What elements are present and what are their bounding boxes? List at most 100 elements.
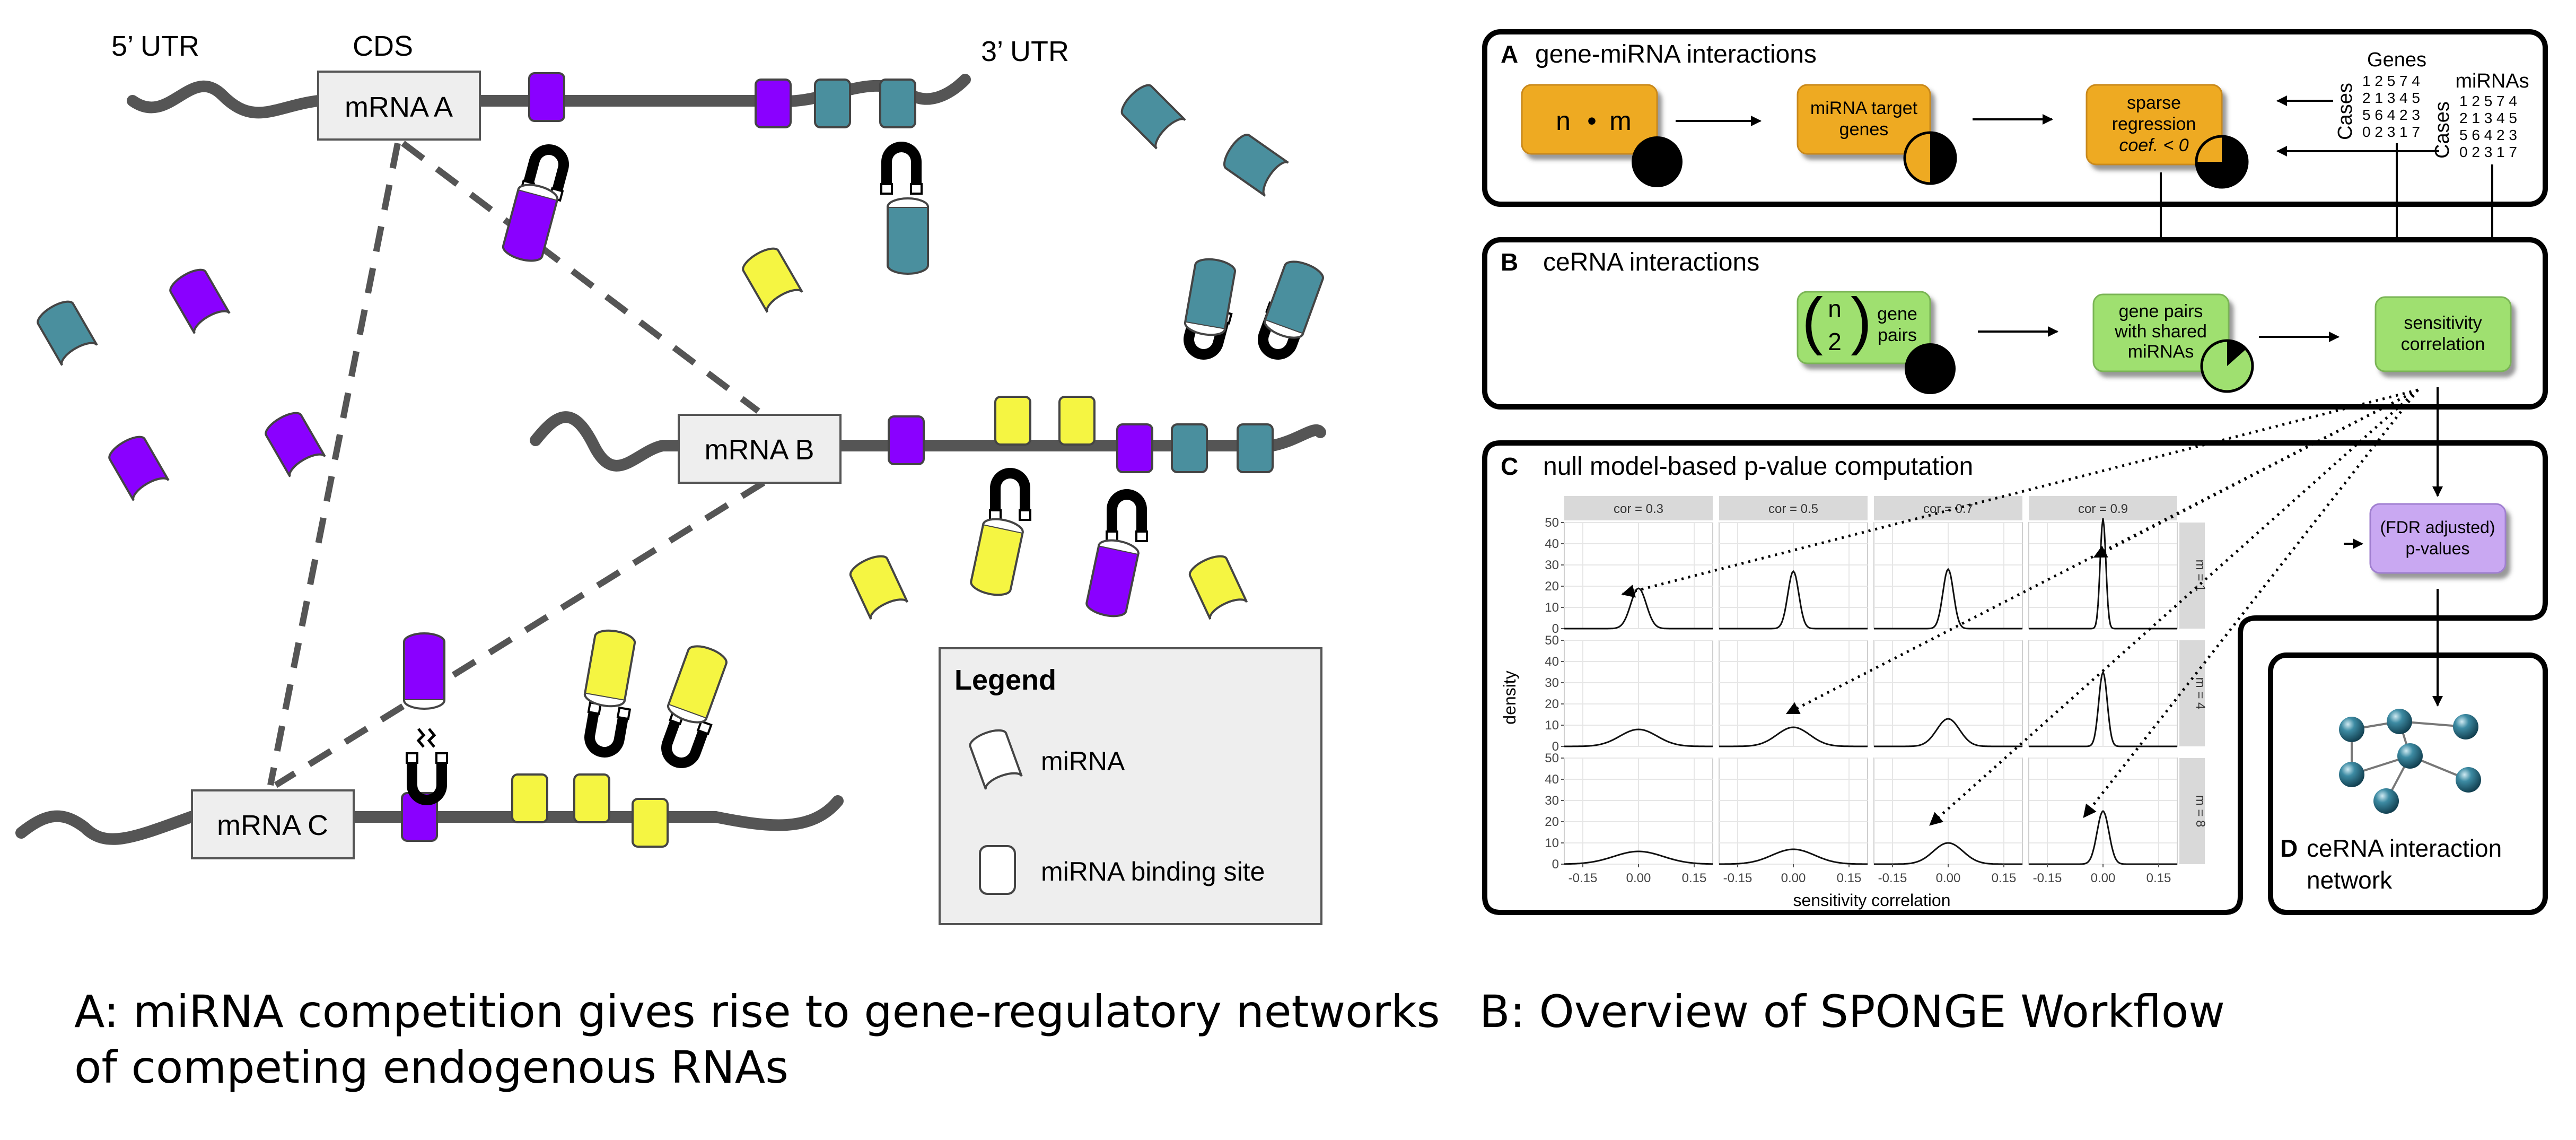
x-tick-label: -0.15	[1723, 871, 1753, 885]
gene-pairs-line2: pairs	[1878, 325, 1917, 345]
legend: Legend miRNA miRNA binding site	[939, 647, 1322, 925]
y-tick-label: 30	[1545, 676, 1559, 690]
edge-a-c	[267, 142, 401, 786]
y-tick-label: 10	[1545, 836, 1559, 850]
sens-line1: sensitivity	[2404, 313, 2482, 333]
density-curve	[2029, 810, 2177, 865]
y-tick-label: 40	[1545, 537, 1559, 551]
genes-matrix-row: 2 1 3 4 5	[2362, 90, 2420, 106]
density-curve	[1719, 726, 1868, 747]
box-a-title: gene-miRNA interactions	[1535, 40, 1817, 68]
genes-matrix-row: 5 6 4 2 3	[2362, 107, 2420, 123]
mirnas-matrix-row: 5 6 4 2 3	[2459, 127, 2517, 143]
binom-k: 2	[1828, 328, 1842, 355]
box-c-title: null model-based p-value computation	[1543, 452, 1973, 481]
binding-site	[528, 72, 565, 122]
facet-strip	[2029, 496, 2177, 520]
panel-a: 5’ UTR CDS 3’ UTR mRNA A mRNA B mRNA C	[15, 30, 1326, 925]
fdr-line2: p-values	[2406, 539, 2470, 558]
caption-a-line1: A: miRNA competition gives rise to gene-…	[74, 986, 1440, 1038]
mirna-bound	[970, 518, 1024, 596]
mirnas-matrix-row: 0 2 3 1 7	[2459, 144, 2517, 160]
box-c-letter: C	[1501, 452, 1518, 480]
mrna-c-label: mRNA C	[217, 810, 328, 841]
edge-a-b	[401, 141, 760, 414]
density-curve	[2029, 518, 2177, 630]
facet-col-label: cor = 0.5	[1768, 502, 1818, 516]
genes-matrix-row: 1 2 5 7 4	[2362, 73, 2420, 89]
x-axis-label: sensitivity correlation	[1793, 891, 1951, 910]
network-node	[2397, 743, 2423, 769]
box-b-letter: B	[1501, 248, 1518, 276]
binom-paren: )	[1851, 285, 1872, 356]
facet-col-label: cor = 0.9	[2078, 502, 2128, 516]
density-curve	[1719, 848, 1868, 865]
box-d: D ceRNA interaction network	[2268, 589, 2548, 915]
sens-line2: correlation	[2401, 334, 2485, 354]
dotted-arrows	[1621, 388, 2419, 826]
x-tick-label: 0.15	[2146, 871, 2171, 885]
binding-site	[573, 773, 610, 823]
y-tick-label: 30	[1545, 558, 1559, 572]
legend-title: Legend	[954, 664, 1056, 696]
dotted-arrow	[2083, 389, 2419, 818]
mrna-a-box: mRNA A	[317, 71, 481, 141]
y-tick-label: 50	[1545, 633, 1559, 648]
mirna-bound	[583, 629, 636, 708]
box-d-title-line2: network	[2307, 866, 2393, 894]
mirna-free	[108, 436, 170, 501]
network-node	[2387, 709, 2412, 734]
binding-site	[755, 79, 792, 128]
sparse-line3: coef. < 0	[2119, 135, 2188, 155]
y-tick-label: 40	[1545, 655, 1559, 669]
y-tick-label: 40	[1545, 772, 1559, 787]
cases-label: Cases	[2334, 83, 2356, 140]
utr3-label: 3’ UTR	[981, 36, 1069, 67]
utr5-label: 5’ UTR	[111, 30, 199, 62]
facet-strip	[1874, 496, 2022, 520]
gene-pairs-node	[1797, 291, 1931, 364]
target-genes-line2: genes	[1839, 119, 1889, 140]
y-tick-label: 10	[1545, 718, 1559, 733]
network-node	[2456, 767, 2481, 793]
nm-node	[1521, 84, 1658, 155]
x-tick-label: -0.15	[1878, 871, 1907, 885]
target-genes-line1: miRNA target	[1810, 98, 1918, 118]
binom-n: n	[1828, 295, 1842, 323]
facet-col-label: cor = 0.7	[1923, 502, 1973, 516]
shared-mirnas-node	[2092, 293, 2230, 372]
density-curve	[1719, 570, 1868, 630]
sparse-line1: sparse	[2127, 93, 2181, 113]
panel-b: A gene-miRNA interactions n • m miRNA ta…	[1482, 29, 2548, 915]
binding-site	[1171, 423, 1208, 473]
mirnas-matrix-row: 2 1 3 4 5	[2459, 110, 2517, 126]
binding-site	[994, 396, 1031, 446]
cases-label: Cases	[2431, 101, 2454, 159]
x-tick-label: 0.00	[1626, 871, 1651, 885]
mirna-free	[849, 555, 909, 620]
facet-strip	[1564, 496, 1713, 520]
y-tick-label: 20	[1545, 815, 1559, 829]
pie-full	[1632, 136, 1683, 187]
pie-three-quarter	[2195, 135, 2249, 189]
mirna-bound	[1184, 258, 1237, 336]
mirna-bound	[1263, 260, 1324, 339]
facet-row-label: m = 8	[2193, 795, 2207, 828]
dotted-arrow	[1621, 388, 2419, 598]
legend-binding-site-label: miRNA binding site	[1041, 857, 1265, 886]
sparse-regression-node	[2086, 84, 2223, 166]
y-tick-label: 0	[1552, 857, 1559, 872]
y-tick-label: 20	[1545, 579, 1559, 594]
mirna-free	[37, 300, 98, 366]
network-node	[2373, 788, 2399, 814]
shared-line2: with shared	[2114, 321, 2207, 342]
box-a-letter: A	[1501, 40, 1518, 68]
density-curve	[1874, 568, 2022, 630]
fdr-line1: (FDR adjusted)	[2380, 518, 2495, 537]
density-curve	[1564, 850, 1713, 865]
mrna-a-label: mRNA A	[345, 91, 453, 123]
binding-site	[1237, 423, 1274, 473]
mrna-b-strand	[530, 411, 1326, 472]
dotted-arrow	[1785, 388, 2419, 715]
